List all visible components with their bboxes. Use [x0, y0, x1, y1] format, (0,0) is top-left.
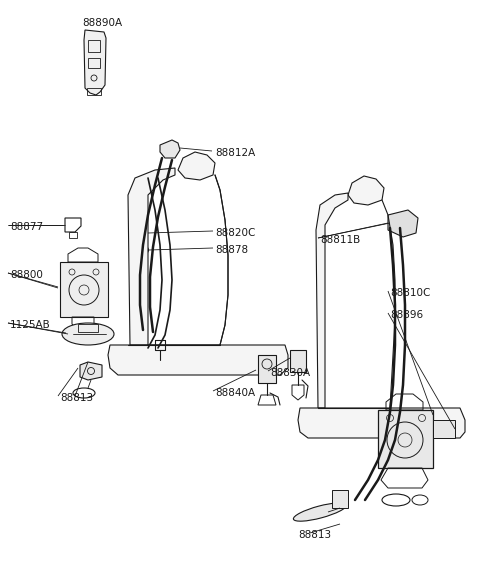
Polygon shape [348, 176, 384, 205]
Bar [60, 262, 108, 317]
Polygon shape [128, 168, 175, 345]
Polygon shape [388, 210, 418, 237]
Polygon shape [80, 362, 102, 380]
Text: 88820C: 88820C [215, 228, 255, 238]
Text: 88896: 88896 [390, 310, 423, 320]
Text: 88812A: 88812A [215, 148, 255, 158]
Text: 88830A: 88830A [270, 368, 310, 378]
Ellipse shape [293, 503, 347, 521]
Bar [290, 350, 306, 372]
Polygon shape [84, 30, 106, 95]
Text: 88878: 88878 [215, 245, 248, 255]
Bar [433, 420, 455, 438]
Text: 88813: 88813 [60, 393, 93, 403]
Text: 88813: 88813 [298, 530, 331, 540]
Polygon shape [178, 152, 215, 180]
Bar [378, 410, 433, 468]
Text: 1125AB: 1125AB [10, 320, 51, 330]
Bar [78, 324, 98, 332]
Text: 88890A: 88890A [82, 18, 122, 28]
Text: 88877: 88877 [10, 222, 43, 232]
Polygon shape [108, 345, 288, 375]
Polygon shape [316, 193, 348, 408]
Polygon shape [298, 408, 465, 438]
Text: 88800: 88800 [10, 270, 43, 280]
Text: 88840A: 88840A [215, 388, 255, 398]
Text: 88810C: 88810C [390, 288, 431, 298]
Bar [258, 355, 276, 383]
Ellipse shape [62, 323, 114, 345]
Polygon shape [160, 140, 180, 158]
Bar [332, 490, 348, 508]
Circle shape [143, 230, 147, 235]
Text: 88811B: 88811B [320, 235, 360, 245]
